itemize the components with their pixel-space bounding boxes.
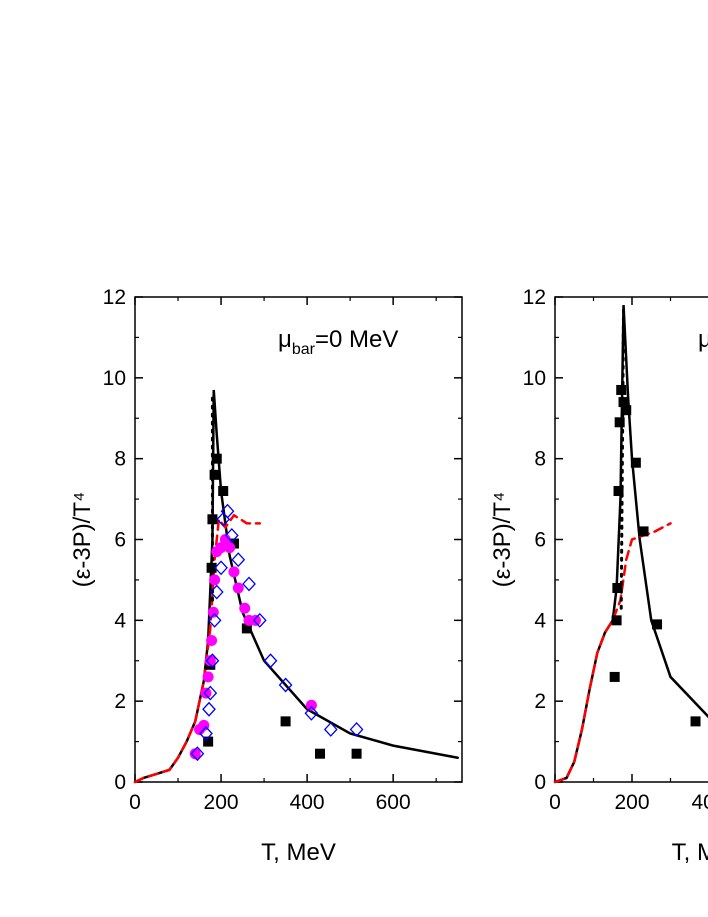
circle-marker [239,602,251,614]
x-tick-label: 0 [129,791,141,814]
circle-marker [202,671,214,683]
square-marker [611,615,622,626]
diamond-marker [207,612,222,628]
annotation: μbar=0 MeV [278,326,398,358]
panel: 0 2 4 6 8 10 12 0 200 400 600 T, MeV (ε-3P)/T⁴ μbar=0… [69,286,463,866]
square-marker [351,748,362,759]
diamond-marker [323,721,338,737]
square-marker [618,397,629,408]
diamond-marker [202,701,216,717]
square-marker [652,619,663,630]
annotation-subscript: bar [292,341,316,358]
y-tick-label: 10 [523,367,546,390]
y-tick-label: 12 [103,286,126,309]
y-tick-label: 6 [114,529,126,552]
y-axis-title: (ε-3P)/T⁴ [489,492,516,588]
square-marker [315,748,326,759]
y-tick-label: 12 [523,286,546,309]
y-tick-label: 0 [534,771,546,794]
circle-marker [189,748,201,760]
plot-frame [134,296,463,783]
annotation-symbol: μ [698,326,708,353]
diamond-marker [209,584,224,600]
square-marker [211,453,222,464]
diamond-marker [252,612,267,628]
annotation: μ [698,326,708,353]
x-axis-title: T, MeV [261,839,336,866]
curve [553,522,672,784]
square-marker [207,514,218,525]
x-axis-title: T, MeV [672,839,708,866]
y-tick-label: 2 [114,690,126,713]
diamond-marker [242,576,256,592]
y-tick-label: 8 [534,448,546,471]
circle-marker [232,582,244,594]
y-tick-label: 10 [103,367,126,390]
square-marker [241,623,252,634]
circle-marker [224,542,236,554]
y-tick-label: 4 [114,609,126,632]
circle-marker [228,566,240,578]
plot-frame [554,296,708,783]
square-marker [609,671,620,682]
diamond-marker [199,726,213,741]
x-tick-label: 200 [204,791,239,814]
y-tick-label: 4 [534,609,546,632]
square-marker [203,736,214,747]
square-marker [280,716,291,727]
diamond-marker [205,653,220,669]
diamond-marker [190,746,205,762]
circle-marker [200,687,212,699]
diamond-marker [203,685,218,701]
x-tick-label: 600 [376,791,411,814]
y-tick-label: 0 [114,771,126,794]
square-marker [638,526,649,537]
diamond-marker [349,721,364,737]
annotation-rest: =0 MeV [315,326,398,353]
square-marker [690,716,701,727]
square-marker [228,538,239,549]
circle-marker [305,699,317,711]
diamond-marker [231,552,246,568]
square-marker [614,417,625,428]
y-tick-label: 8 [114,448,126,471]
diamond-marker [278,677,293,693]
diamond-marker [214,560,228,576]
annotation-symbol: μ [278,326,292,353]
diamond-marker [304,705,319,721]
square-marker [613,486,624,496]
circle-marker [219,534,231,545]
square-marker [218,486,229,496]
square-marker [630,457,641,468]
y-tick-label: 2 [534,690,546,713]
circle-marker [249,614,261,626]
circle-marker [209,574,221,586]
x-tick-label: 200 [614,791,649,814]
x-tick-label: 400 [290,791,325,814]
square-marker [209,469,220,480]
circle-marker [206,635,218,647]
curve [133,513,262,784]
circle-marker [215,542,227,554]
diamond-marker [220,503,235,519]
circle-marker [204,655,216,667]
curve [133,389,459,784]
diamond-marker [263,653,278,669]
diamond-marker [224,527,239,543]
y-axis-title: (ε-3P)/T⁴ [69,492,96,588]
y-tick-label: 6 [534,529,546,552]
x-tick-label: 400 [691,791,708,814]
square-marker [206,562,217,573]
x-tick-label: 0 [549,791,561,814]
square-marker [612,583,623,593]
square-marker [621,405,632,416]
square-marker [616,384,627,395]
curve [619,307,626,610]
